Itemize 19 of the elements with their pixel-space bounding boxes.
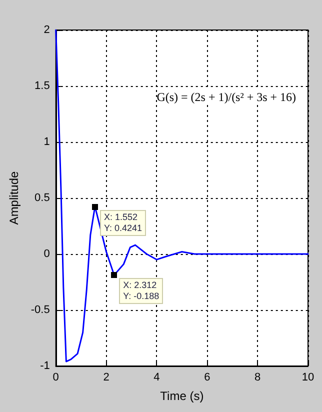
- y-tick-label: -0.5: [30, 304, 50, 316]
- y-tick-label: 0.5: [34, 192, 50, 204]
- y-tick-label: -1: [40, 360, 50, 372]
- annotation: X: 1.552 Y: 0.4241: [100, 210, 146, 236]
- y-axis-title: Amplitude: [7, 171, 21, 225]
- x-tick-label: 6: [204, 372, 210, 384]
- y-tick-label: 0: [44, 248, 50, 260]
- x-tick-label: 10: [302, 372, 314, 384]
- x-axis-title: Time (s): [160, 389, 204, 403]
- line-series: [55, 29, 309, 362]
- y-tick-label: 1.5: [34, 80, 50, 92]
- x-tick-label: 4: [154, 372, 160, 384]
- y-tick-label: 1: [44, 136, 50, 148]
- x-tick-label: 2: [103, 372, 110, 384]
- annotation: X: 2.312 Y: -0.188: [119, 278, 164, 304]
- x-tick-label: 8: [254, 372, 261, 384]
- y-tick-label: 2: [44, 24, 50, 36]
- x-tick-label: 0: [52, 372, 59, 384]
- annotation: G(s) = (2s + 1)/(s² + 3s + 16): [156, 90, 296, 106]
